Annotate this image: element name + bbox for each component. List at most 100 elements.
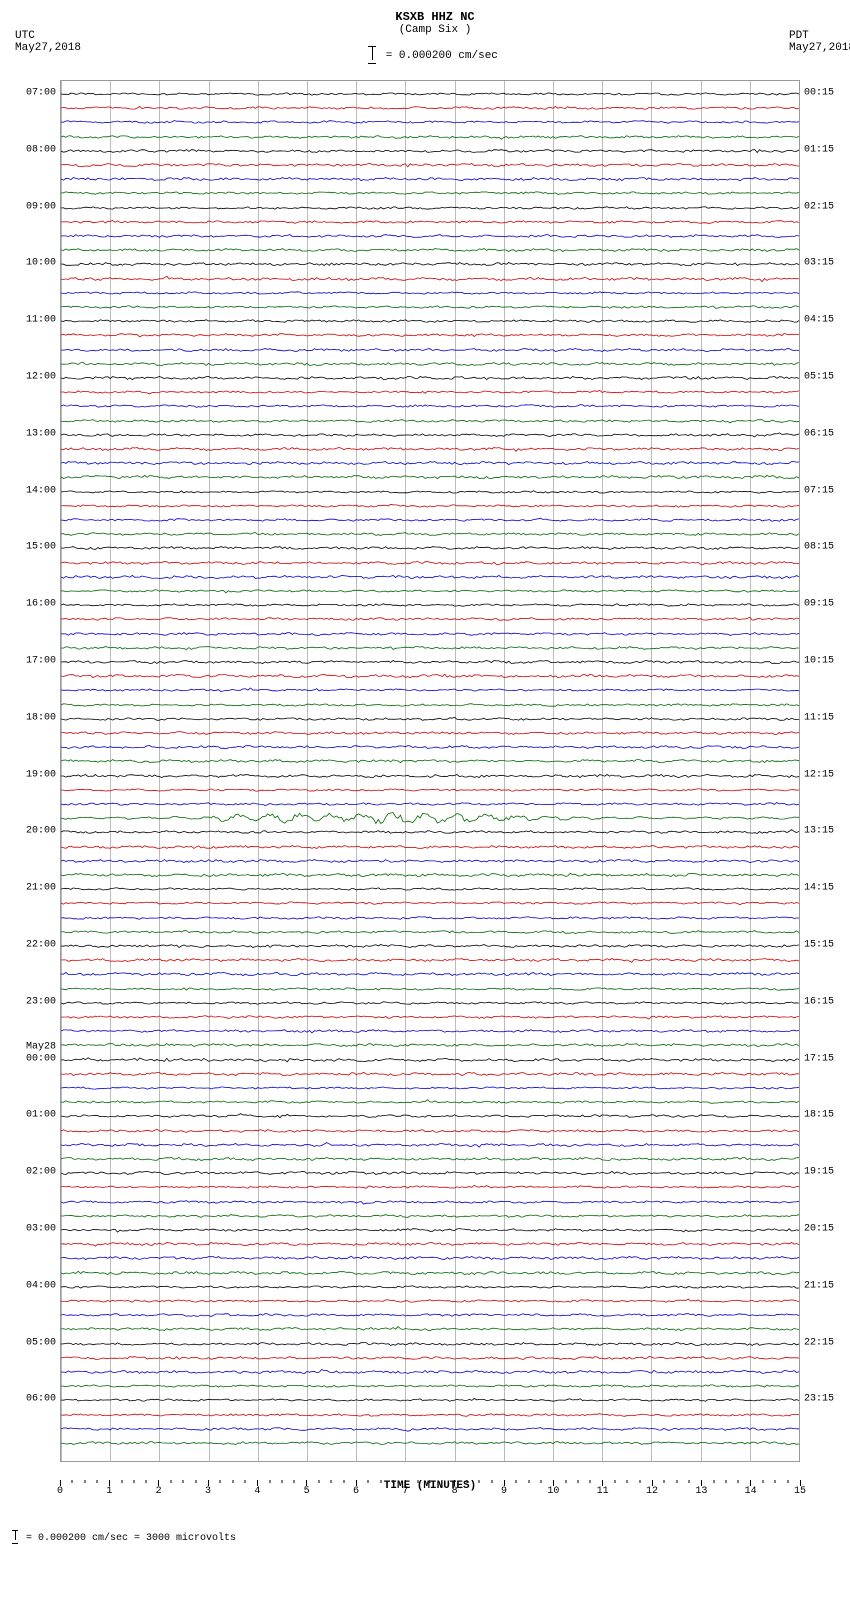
x-tick: 15: [794, 1480, 806, 1497]
pdt-time-label: 00:15: [800, 88, 834, 99]
trace-row: [61, 144, 799, 158]
x-axis: 0123456789101112131415TIME (MINUTES): [60, 1480, 800, 1520]
trace-row: [61, 1081, 799, 1095]
trace-row: [61, 584, 799, 598]
trace-row: [61, 598, 799, 612]
trace-row: [61, 1436, 799, 1450]
trace-row: [61, 1109, 799, 1123]
trace-row: [61, 1237, 799, 1251]
trace-row: [61, 130, 799, 144]
utc-time-label: 02:00: [26, 1167, 60, 1178]
trace-row: [61, 1195, 799, 1209]
pdt-time-label: 17:15: [800, 1053, 834, 1064]
utc-time-label: 05:00: [26, 1337, 60, 1348]
x-tick: 7: [402, 1480, 408, 1497]
pdt-time-label: 08:15: [800, 542, 834, 553]
pdt-time-label: 11:15: [800, 712, 834, 723]
trace-row: [61, 499, 799, 513]
trace-row: [61, 1266, 799, 1280]
trace-row: [61, 556, 799, 570]
pdt-time-label: 18:15: [800, 1110, 834, 1121]
trace-row: [61, 1280, 799, 1294]
trace-row: [61, 1024, 799, 1038]
trace-row: [61, 982, 799, 996]
trace-row: [61, 229, 799, 243]
trace-row: [61, 1379, 799, 1393]
trace-row: [61, 1337, 799, 1351]
trace-row: [61, 158, 799, 172]
trace-row: [61, 456, 799, 470]
header-center: KSXB HHZ NC (Camp Six ) = 0.000200 cm/se…: [10, 10, 850, 64]
trace-row: [61, 825, 799, 839]
x-tick: 1: [106, 1480, 112, 1497]
utc-time-label: 06:00: [26, 1394, 60, 1405]
utc-time-label: 00:00: [26, 1053, 60, 1064]
trace-row: [61, 314, 799, 328]
trace-row: [61, 300, 799, 314]
utc-time-label: 18:00: [26, 712, 60, 723]
trace-row: [61, 1124, 799, 1138]
trace-row: [61, 669, 799, 683]
x-tick: 11: [597, 1480, 609, 1497]
trace-row: [61, 428, 799, 442]
pdt-time-label: 09:15: [800, 599, 834, 610]
pdt-time-label: 12:15: [800, 769, 834, 780]
trace-row: [61, 996, 799, 1010]
utc-time-label: 12:00: [26, 372, 60, 383]
trace-row: [61, 1223, 799, 1237]
trace-row: [61, 414, 799, 428]
trace-row: [61, 1351, 799, 1365]
trace-row: [61, 399, 799, 413]
pdt-time-label: 15:15: [800, 940, 834, 951]
trace-row: [61, 1308, 799, 1322]
trace-row: [61, 754, 799, 768]
trace-row: [61, 896, 799, 910]
utc-time-label: 08:00: [26, 144, 60, 155]
trace-row: [61, 1408, 799, 1422]
footer-text: = 0.000200 cm/sec = 3000 microvolts: [26, 1533, 236, 1544]
utc-time-label: 15:00: [26, 542, 60, 553]
trace-row: [61, 570, 799, 584]
trace-row: [61, 1422, 799, 1436]
utc-time-label: 23:00: [26, 996, 60, 1007]
pdt-time-label: 16:15: [800, 996, 834, 1007]
trace-row: [61, 712, 799, 726]
utc-time-label: 09:00: [26, 201, 60, 212]
trace-row: [61, 172, 799, 186]
trace-row: [61, 115, 799, 129]
utc-time-label: 14:00: [26, 485, 60, 496]
utc-time-label: 11:00: [26, 315, 60, 326]
trace-row: [61, 783, 799, 797]
pdt-time-label: 20:15: [800, 1224, 834, 1235]
trace-row: [61, 911, 799, 925]
trace-row: [61, 527, 799, 541]
trace-row: [61, 740, 799, 754]
x-tick: 6: [353, 1480, 359, 1497]
utc-time-label: 01:00: [26, 1110, 60, 1121]
pdt-time-label: 03:15: [800, 258, 834, 269]
pdt-time-label: 04:15: [800, 315, 834, 326]
pdt-time-label: 23:15: [800, 1394, 834, 1405]
trace-row: [61, 1010, 799, 1024]
footer: = 0.000200 cm/sec = 3000 microvolts: [10, 1530, 850, 1544]
trace-row: [61, 1209, 799, 1223]
utc-time-label: 21:00: [26, 883, 60, 894]
x-tick: 0: [57, 1480, 63, 1497]
trace-row: [61, 272, 799, 286]
utc-time-label: 17:00: [26, 656, 60, 667]
trace-row: [61, 641, 799, 655]
trace-row: [61, 769, 799, 783]
trace-row: [61, 1067, 799, 1081]
trace-row: [61, 1053, 799, 1067]
x-tick: 2: [156, 1480, 162, 1497]
trace-row: [61, 925, 799, 939]
trace-row: [61, 854, 799, 868]
utc-time-label: 10:00: [26, 258, 60, 269]
x-tick: 14: [745, 1480, 757, 1497]
pdt-time-label: 02:15: [800, 201, 834, 212]
trace-row: [61, 1180, 799, 1194]
pdt-time-label: 01:15: [800, 144, 834, 155]
trace-row: [61, 328, 799, 342]
trace-row: [61, 655, 799, 669]
scale-indicator: = 0.000200 cm/sec: [10, 46, 850, 64]
